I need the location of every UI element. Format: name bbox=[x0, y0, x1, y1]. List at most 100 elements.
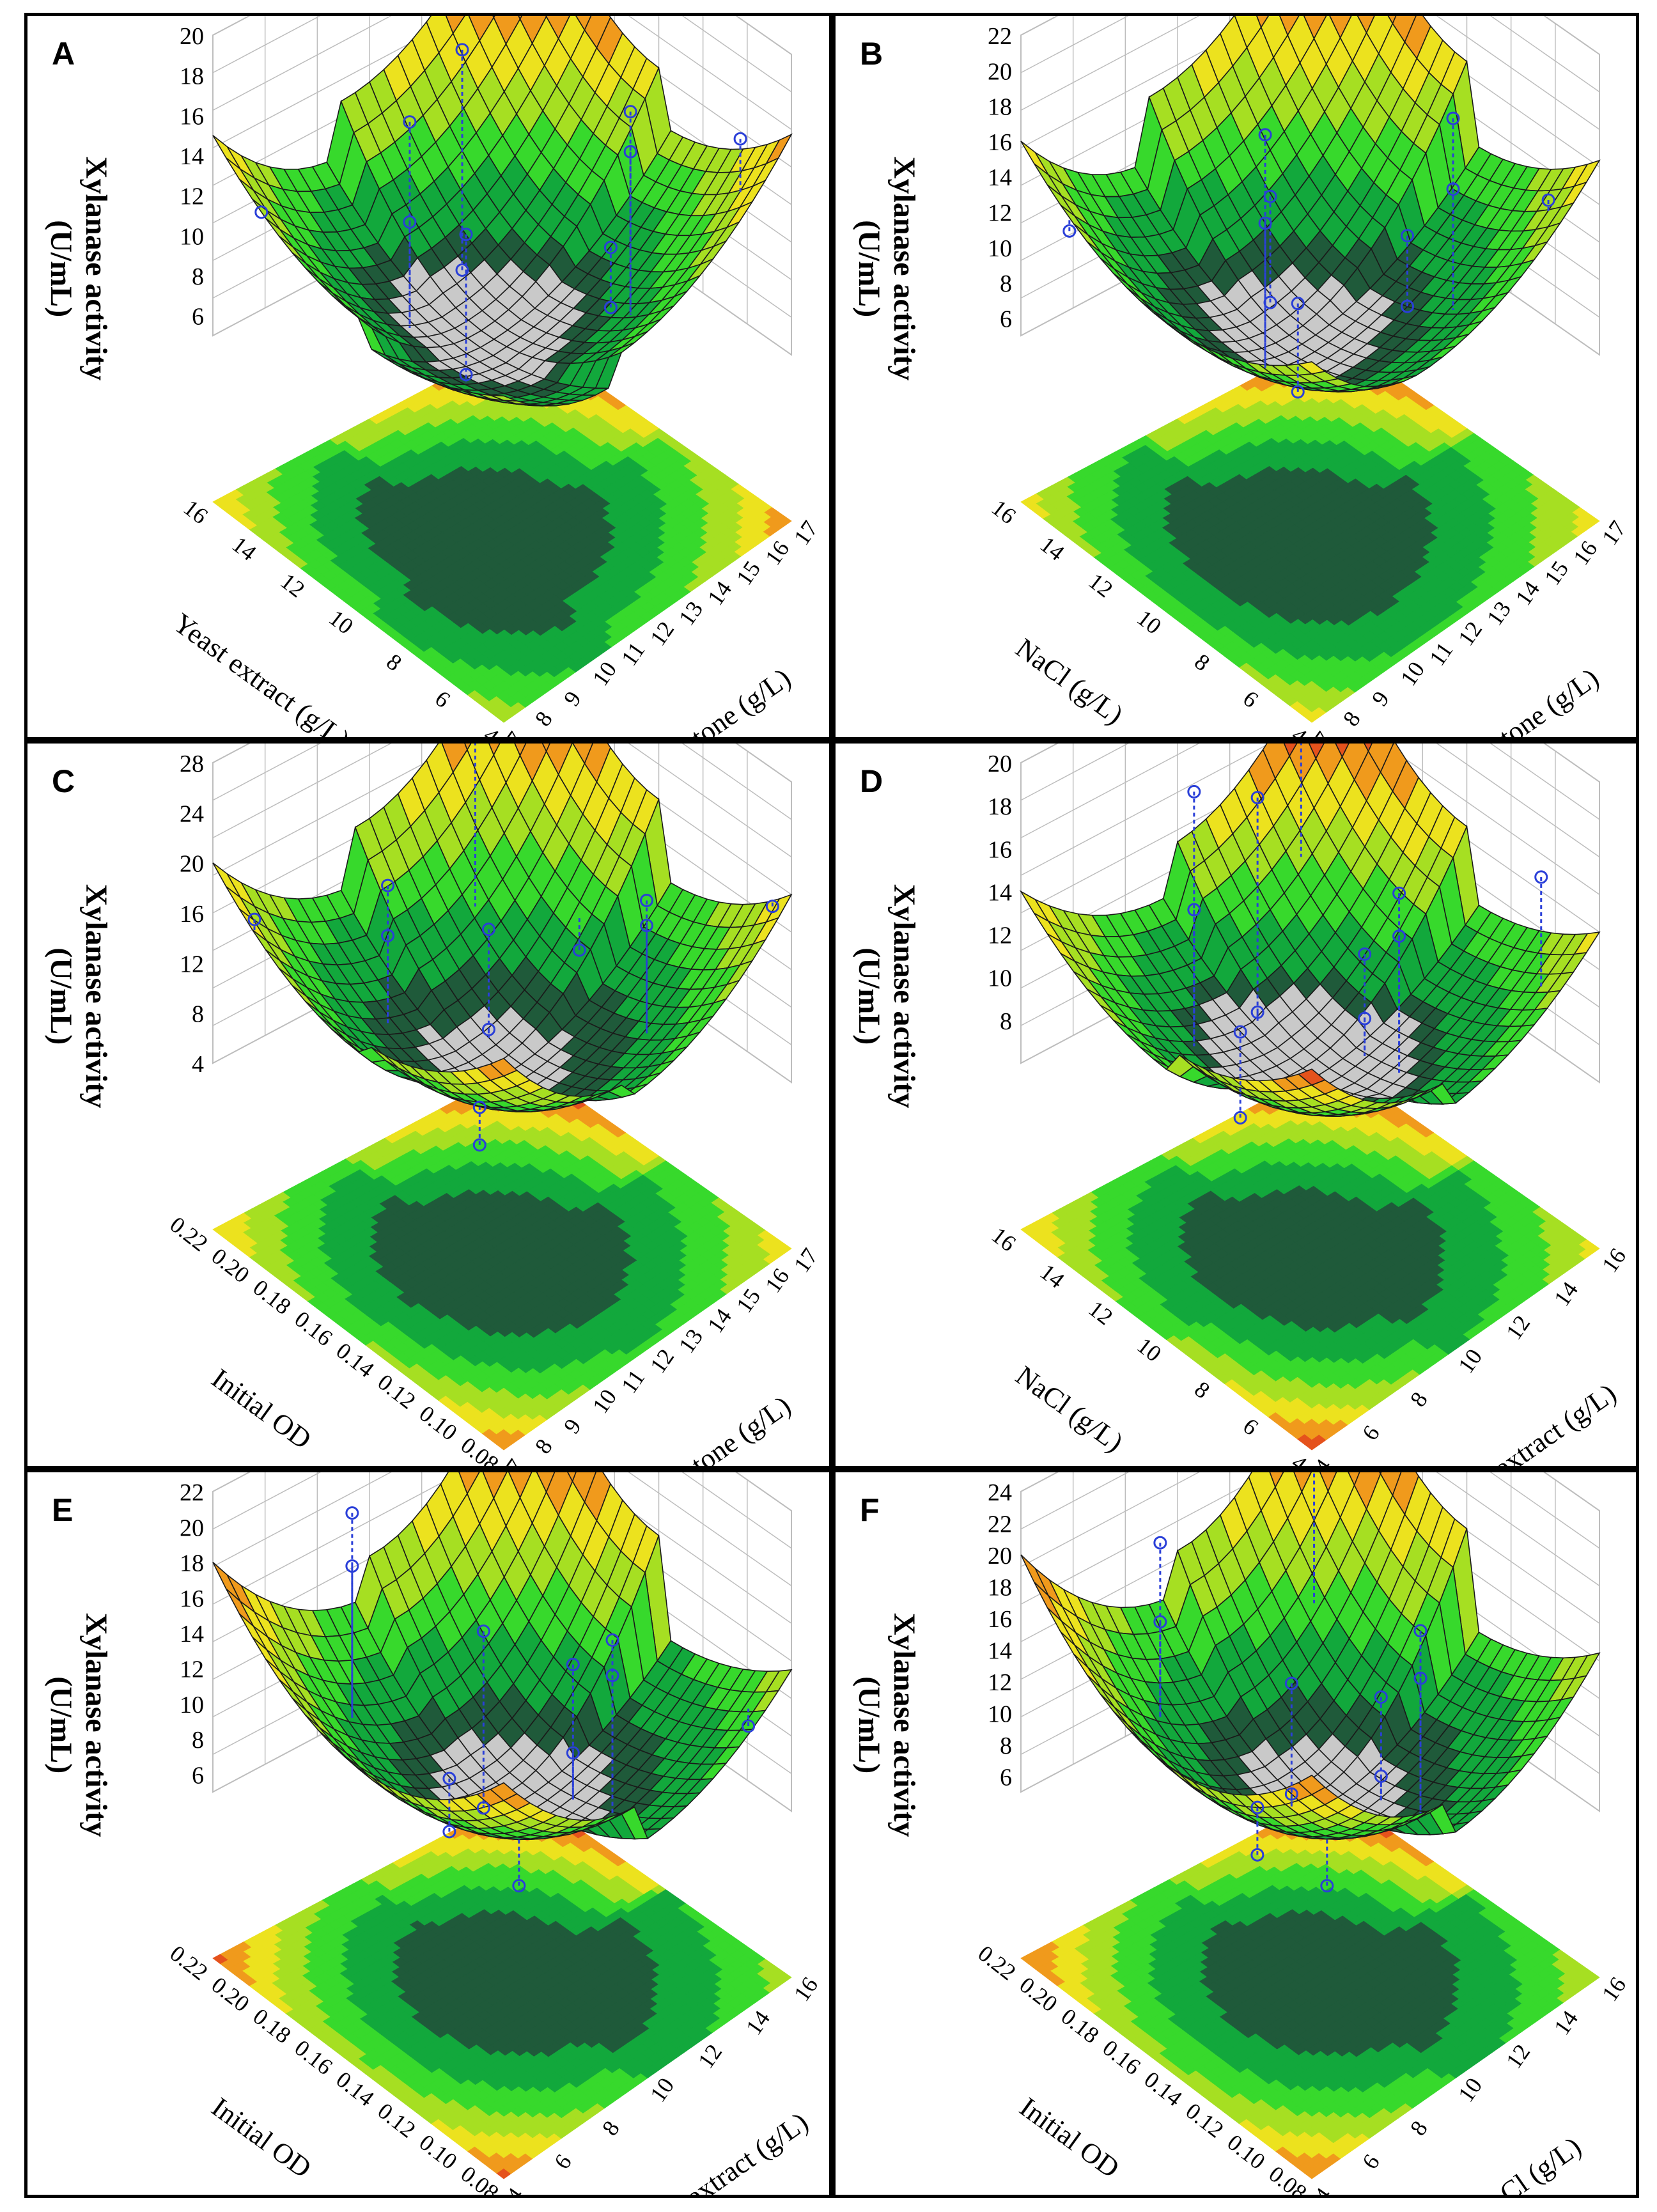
design-point bbox=[733, 132, 747, 146]
x-tick-label: 9 bbox=[559, 687, 586, 711]
y-tick-label: 6 bbox=[430, 685, 455, 713]
z-tick-label: 8 bbox=[192, 1001, 204, 1028]
x-tick-label: 14 bbox=[703, 577, 736, 610]
x-tick-label: 11 bbox=[616, 637, 650, 670]
surface-plot: 6810121416182022789101112131415161746810… bbox=[987, 16, 1631, 740]
panel-a: A Xylanase activity (U/mL) 6 8 10 12 14 16 18 20 7 8… bbox=[24, 13, 832, 740]
z-tick-label: 10 bbox=[180, 223, 204, 250]
y-tick-label: 14 bbox=[228, 531, 261, 566]
design-point bbox=[1401, 229, 1414, 243]
x-tick-label: 7 bbox=[501, 727, 529, 740]
x-tick-label: 17 bbox=[789, 516, 823, 549]
z-tick-label: 20 bbox=[180, 23, 204, 50]
x-tick-label: 10 bbox=[587, 657, 621, 690]
surface-cell bbox=[490, 394, 517, 401]
z-tick-label: 18 bbox=[180, 63, 204, 90]
x-tick-label: 16 bbox=[1568, 536, 1602, 570]
x-axis-title: Tryptone (g/L) bbox=[642, 662, 797, 740]
design-point bbox=[623, 105, 637, 119]
design-points bbox=[254, 43, 747, 382]
z-tick-label: 28 bbox=[180, 751, 204, 777]
y-tick-label: 14 bbox=[1036, 531, 1070, 566]
x-tick-label: 12 bbox=[1453, 617, 1487, 650]
z-tick-label: 20 bbox=[988, 58, 1012, 85]
y-tick-label: 10 bbox=[324, 605, 358, 639]
x-tick-label: 12 bbox=[645, 617, 679, 650]
design-point bbox=[1291, 385, 1305, 399]
design-point bbox=[455, 263, 469, 277]
z-tick-label: 20 bbox=[180, 851, 204, 878]
surface-plot: 6810121416182078910111213141516174681012… bbox=[167, 16, 823, 740]
y-tick-label: 4 bbox=[479, 722, 504, 740]
design-point bbox=[1258, 216, 1272, 230]
design-point bbox=[459, 368, 473, 382]
panel-c: C Xylanase activity (U/mL) 4 8 12 16 20 24 28 7 8 9 1… bbox=[24, 740, 832, 1469]
design-point bbox=[1263, 189, 1277, 203]
y-tick-label: 16 bbox=[987, 495, 1021, 529]
x-tick-label: 15 bbox=[731, 556, 765, 589]
z-tick-label: 12 bbox=[988, 199, 1012, 226]
z-tick-label: 16 bbox=[988, 129, 1012, 156]
design-point bbox=[459, 228, 473, 242]
y-tick-label: 4 bbox=[1287, 722, 1312, 740]
y-tick-label: 8 bbox=[382, 649, 407, 676]
x-tick-label: 8 bbox=[530, 706, 557, 731]
y-tick-label: 8 bbox=[1190, 649, 1215, 676]
design-point bbox=[1446, 111, 1460, 125]
design-point bbox=[403, 115, 417, 129]
z-tick-label: 6 bbox=[192, 304, 204, 331]
x-tick-label: 13 bbox=[674, 596, 708, 630]
design-point bbox=[603, 300, 618, 315]
x-tick-label: 11 bbox=[1424, 637, 1458, 670]
design-point bbox=[455, 43, 469, 57]
contour-floor bbox=[1020, 335, 1600, 723]
panel-letter: A bbox=[52, 36, 75, 72]
z-tick-label: 4 bbox=[192, 1051, 204, 1078]
response-surface bbox=[1020, 16, 1601, 393]
y-tick-label: 16 bbox=[179, 495, 213, 529]
design-points bbox=[1062, 111, 1555, 399]
surface-cell bbox=[1387, 16, 1397, 25]
design-point bbox=[1062, 224, 1077, 238]
z-tick-label: 6 bbox=[1000, 306, 1012, 332]
z-tick-label: 16 bbox=[180, 901, 204, 928]
design-point bbox=[1258, 128, 1272, 142]
x-tick-label: 7 bbox=[1309, 727, 1337, 740]
design-point bbox=[1541, 193, 1555, 207]
x-tick-label: 17 bbox=[1597, 516, 1631, 549]
z-tick-label: 8 bbox=[192, 263, 204, 290]
y-tick-label: 12 bbox=[1084, 568, 1117, 603]
z-tick-label: 18 bbox=[988, 94, 1012, 121]
y-tick-label: 12 bbox=[276, 568, 309, 603]
design-point bbox=[403, 215, 417, 229]
z-tick-label: 12 bbox=[180, 951, 204, 977]
panel-b: B Xylanase activity (U/mL) 6 8 10 12 14 16 18 20 22… bbox=[832, 13, 1639, 740]
z-tick-label: 14 bbox=[180, 143, 204, 170]
response-surface bbox=[212, 16, 793, 407]
z-tick-label: 24 bbox=[180, 800, 204, 827]
y-axis-title: NaCl (g/L) bbox=[1010, 632, 1129, 731]
design-point bbox=[1291, 297, 1305, 311]
z-tick-label: 14 bbox=[988, 164, 1012, 191]
z-tick-label: 16 bbox=[180, 103, 204, 130]
x-tick-label: 9 bbox=[1367, 687, 1394, 711]
z-tick-label: 10 bbox=[988, 235, 1012, 262]
z-tick-label: 8 bbox=[1000, 270, 1012, 297]
contour-floor bbox=[212, 335, 792, 723]
y-tick-label: 10 bbox=[1132, 605, 1166, 639]
surface-cell bbox=[1256, 16, 1270, 29]
surface-plot: 48121620242878910111213141516170.080.100… bbox=[165, 744, 823, 1466]
design-point bbox=[1401, 299, 1414, 313]
x-tick-label: 13 bbox=[1482, 596, 1516, 630]
design-point bbox=[623, 144, 637, 159]
panel-letter: C bbox=[52, 763, 75, 799]
surface-cell bbox=[1297, 361, 1326, 375]
x-tick-label: 14 bbox=[1511, 577, 1544, 610]
design-point bbox=[603, 240, 618, 254]
design-point bbox=[1446, 182, 1460, 196]
panel-letter: B bbox=[860, 36, 883, 72]
design-point bbox=[254, 205, 268, 219]
x-tick-label: 16 bbox=[760, 536, 794, 570]
x-tick-label: 10 bbox=[1396, 657, 1429, 690]
contour-floor bbox=[212, 1063, 792, 1451]
